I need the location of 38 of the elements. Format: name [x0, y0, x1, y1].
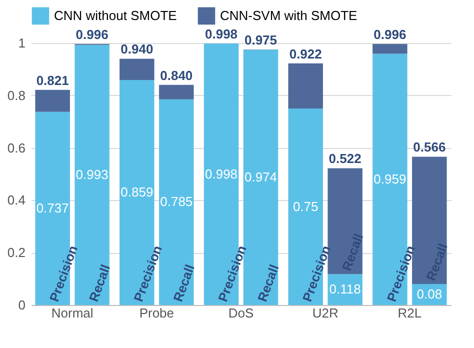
x-tick-label: Recall	[338, 232, 366, 273]
total-label: 0.922	[289, 46, 322, 62]
data-label: 0.998	[204, 166, 238, 182]
x-tick-label: Recall	[86, 262, 114, 304]
x-tick-label: Recall	[423, 242, 450, 283]
y-tick-label: 0.6	[7, 140, 26, 156]
annotation: Normal	[51, 306, 94, 320]
data-label: 0.993	[76, 166, 108, 182]
data-label: 0.959	[374, 171, 406, 186]
annotation: Probe	[139, 306, 174, 320]
y-tick-label: 0	[18, 298, 26, 312]
total-label: 0.996	[76, 27, 108, 42]
total-label: 0.566	[413, 140, 446, 155]
data-label: 0.859	[120, 184, 154, 200]
total-label: 0.996	[374, 27, 406, 42]
data-label: 0.118	[329, 282, 361, 297]
x-tick-label: Recall	[254, 262, 282, 304]
total-label: 0.975	[244, 32, 278, 48]
y-tick-label: 1	[18, 36, 26, 50]
data-label: 0.08	[416, 286, 442, 302]
total-label: 0.821	[36, 72, 69, 88]
data-label: 0.785	[160, 194, 193, 210]
total-label: 0.940	[120, 42, 154, 57]
total-label: 0.840	[160, 68, 193, 83]
total-label: 0.998	[204, 26, 238, 42]
legend-label: CNN-SVM with SMOTE	[220, 8, 358, 23]
x-tick-label: Recall	[170, 262, 198, 304]
y-tick-label: 0.4	[7, 192, 26, 208]
y-tick-label: 0.2	[7, 245, 26, 260]
data-label: 0.75	[292, 198, 318, 214]
data-label: 0.974	[244, 169, 278, 184]
annotation: U2R	[312, 306, 338, 320]
legend-label: CNN without SMOTE	[54, 8, 178, 23]
data-label: 0.737	[36, 200, 69, 216]
total-label: 0.522	[328, 151, 362, 166]
y-tick-label: 0.8	[7, 88, 26, 103]
annotation: R2L	[398, 306, 422, 320]
annotation: DoS	[228, 306, 254, 320]
